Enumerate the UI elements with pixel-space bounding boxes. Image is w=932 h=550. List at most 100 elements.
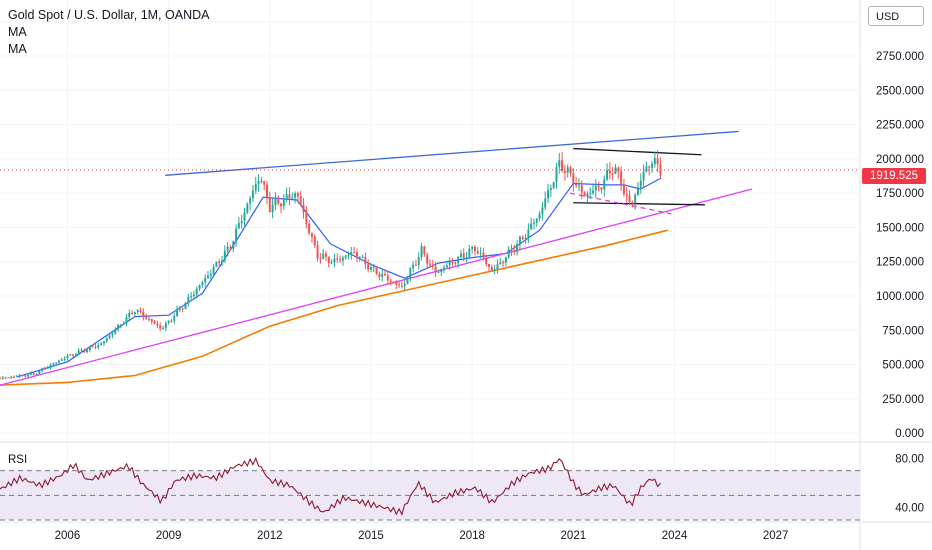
candle-body [636, 187, 639, 195]
candle-body [13, 376, 16, 378]
candle-body [119, 324, 122, 326]
candle-body [94, 346, 97, 348]
candle-body [400, 285, 403, 287]
time-tick-label: 2021 [561, 530, 587, 542]
candle-body [204, 278, 207, 283]
candle-body [386, 275, 389, 281]
candle-body [60, 359, 63, 361]
candle-body [499, 262, 502, 265]
candle-body [178, 308, 181, 310]
currency-button[interactable]: USD [868, 6, 924, 26]
candle-body [133, 312, 136, 314]
rsi-indicator-label[interactable]: RSI [8, 454, 28, 466]
candle-body [434, 266, 437, 273]
candle-body [291, 197, 294, 199]
candle-body [221, 260, 224, 264]
candle-body [1, 377, 4, 379]
rsi-line [0, 456, 661, 516]
candle-body [417, 257, 420, 266]
candle-body [201, 282, 204, 286]
candle-body [361, 256, 364, 258]
candle-body [254, 184, 257, 191]
candle-body [24, 375, 27, 377]
candle-body [15, 376, 18, 378]
candle-body [263, 181, 266, 185]
candle-body [372, 266, 375, 268]
price-tick-label: 2750.000 [876, 51, 924, 63]
candle-body [611, 173, 614, 175]
candle-body [105, 338, 108, 342]
time-tick-label: 2009 [156, 530, 182, 542]
candle-body [488, 264, 491, 267]
candle-body [440, 268, 443, 272]
ma-indicator-label-2[interactable]: MA [8, 42, 27, 56]
candle-body [69, 354, 72, 356]
candle-body [496, 264, 499, 270]
candle-body [103, 341, 105, 344]
candle-body [114, 329, 117, 334]
candle-body [538, 213, 541, 219]
candle-body [344, 255, 347, 258]
ma-indicator-label-1[interactable]: MA [8, 25, 27, 39]
candle-body [412, 264, 415, 269]
candle-body [592, 190, 594, 193]
candle-body [589, 192, 592, 194]
candle-body [310, 233, 313, 237]
candle-body [392, 281, 395, 283]
candle-body [547, 190, 550, 199]
candle-body [18, 375, 21, 377]
candle-body [341, 257, 344, 261]
candle-body [459, 253, 462, 257]
candle-body [622, 185, 625, 195]
candle-body [533, 222, 535, 224]
candle-body [237, 223, 240, 229]
candle-body [572, 173, 575, 185]
candle-body [10, 376, 13, 378]
candle-body [223, 250, 226, 261]
candle-body [510, 249, 513, 251]
candle-body [268, 197, 271, 213]
candle-body [122, 323, 125, 325]
candle-body [645, 166, 648, 172]
candle-body [327, 256, 330, 264]
candle-body [620, 171, 623, 186]
rsi-panel [0, 456, 860, 521]
price-tick-label: 1500.000 [876, 222, 924, 234]
time-tick-label: 2012 [257, 530, 283, 542]
candle-body [195, 288, 198, 295]
price-tick-label: 250.000 [882, 394, 924, 406]
candle-body [389, 280, 392, 282]
candle-body [325, 253, 327, 257]
price-tick-label: 0.000 [895, 428, 924, 440]
ma-short-line [16, 177, 662, 378]
candle-body [91, 346, 94, 348]
candle-body [555, 167, 558, 183]
candle-body [147, 318, 150, 320]
candle-body [128, 312, 131, 318]
candle-body [77, 350, 80, 355]
candle-body [271, 205, 274, 213]
candle-body [479, 252, 482, 254]
candle-body [52, 363, 55, 365]
trendline-upper-resistance [165, 130, 739, 176]
candle-body [187, 296, 190, 304]
candle-body [209, 273, 212, 276]
time-tick-label: 2015 [358, 530, 384, 542]
candle-body [625, 194, 628, 196]
candle-body [586, 193, 589, 197]
candle-body [563, 171, 566, 173]
candle-body [251, 190, 254, 199]
candle-body [97, 345, 100, 348]
candle-body [305, 212, 308, 224]
candle-body [378, 273, 381, 277]
candle-body [577, 185, 580, 187]
candle-body [226, 246, 229, 251]
candle-body [454, 262, 457, 264]
candle-body [167, 320, 170, 323]
last-price-label: 1919.525 [862, 168, 926, 184]
candle-body [426, 254, 429, 264]
symbol-title[interactable]: Gold Spot / U.S. Dollar, 1M, OANDA [8, 8, 210, 22]
candle-body [32, 373, 35, 375]
